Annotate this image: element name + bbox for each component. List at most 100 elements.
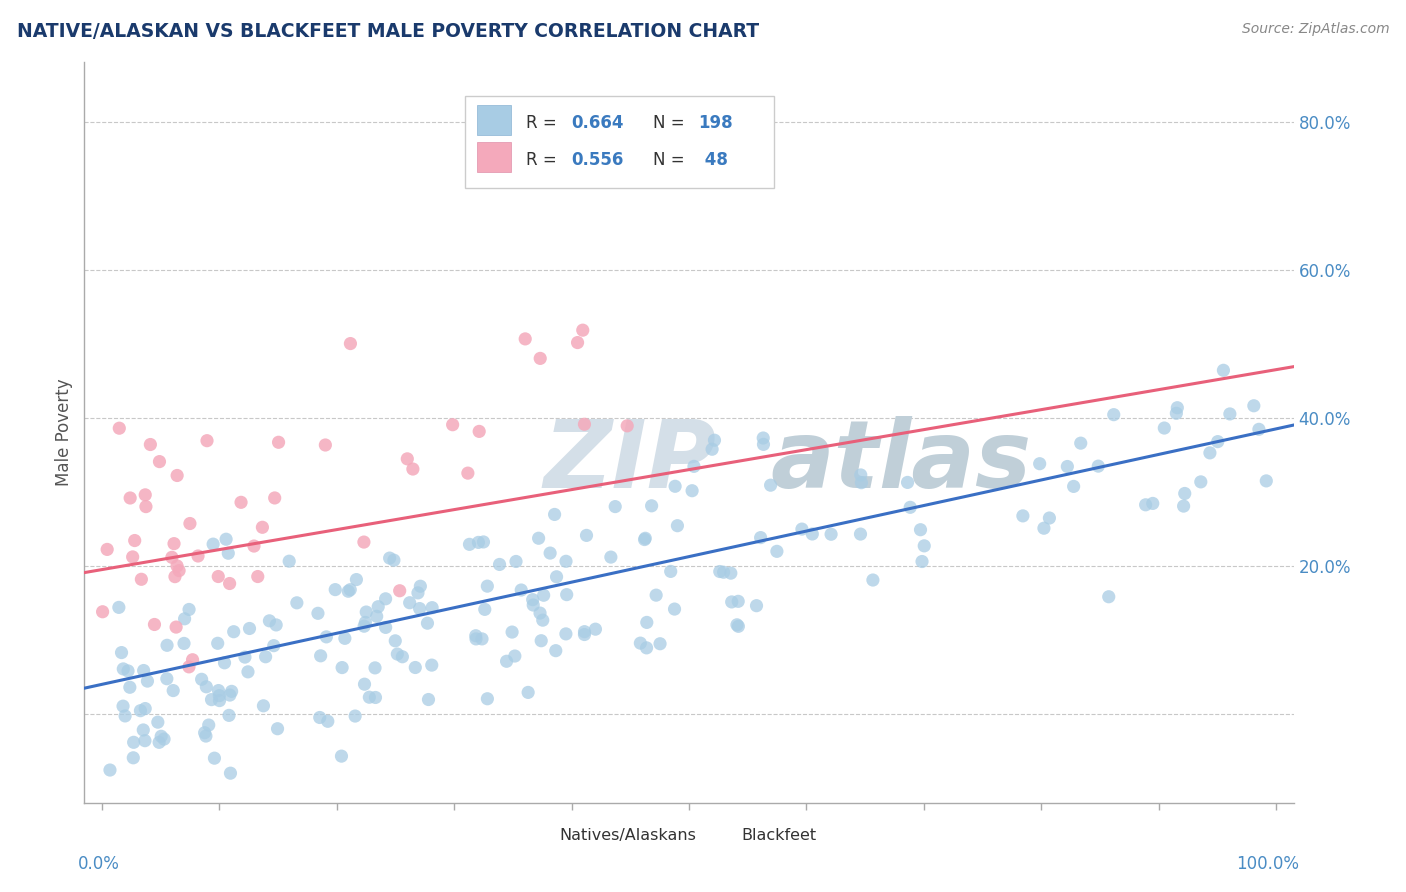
Point <box>420 658 443 673</box>
Point <box>112 662 135 676</box>
Point <box>308 710 330 724</box>
Point <box>382 553 405 567</box>
Point <box>208 689 231 703</box>
Point <box>636 640 658 655</box>
Text: 0.664: 0.664 <box>572 114 624 132</box>
Point <box>353 619 375 633</box>
Point <box>567 335 589 350</box>
Point <box>229 495 252 509</box>
Point <box>134 488 156 502</box>
Point <box>546 570 568 584</box>
Point <box>333 632 356 646</box>
Point <box>664 479 686 493</box>
Point <box>314 438 336 452</box>
Point <box>218 708 240 723</box>
Point <box>215 533 238 547</box>
Point <box>790 522 813 536</box>
Point <box>162 683 184 698</box>
Point <box>530 633 553 648</box>
Point <box>1199 446 1222 460</box>
Point <box>700 442 723 457</box>
Point <box>108 600 131 615</box>
Point <box>259 614 281 628</box>
Point <box>1166 406 1188 420</box>
Point <box>628 636 651 650</box>
Point <box>571 323 593 337</box>
Point <box>543 508 565 522</box>
Point <box>217 546 239 560</box>
Point <box>135 500 157 514</box>
Point <box>387 647 409 661</box>
Point <box>91 605 114 619</box>
Text: 198: 198 <box>699 114 734 132</box>
Text: 100.0%: 100.0% <box>1236 855 1299 872</box>
Text: Source: ZipAtlas.com: Source: ZipAtlas.com <box>1241 22 1389 37</box>
Bar <box>478 143 512 172</box>
Point <box>749 531 772 545</box>
Point <box>359 690 381 705</box>
Point <box>503 648 526 663</box>
Point <box>150 729 173 743</box>
Point <box>1070 436 1092 450</box>
Point <box>531 613 554 627</box>
Point <box>122 751 145 765</box>
Text: 0.556: 0.556 <box>572 152 624 169</box>
Point <box>134 733 156 747</box>
Point <box>148 454 170 468</box>
Point <box>307 607 329 621</box>
Point <box>339 582 361 597</box>
Point <box>555 554 578 568</box>
Point <box>122 735 145 749</box>
Point <box>1098 590 1121 604</box>
Point <box>366 609 388 624</box>
Point <box>1247 422 1270 436</box>
Point <box>374 591 396 606</box>
Point <box>912 539 935 553</box>
Point <box>266 722 288 736</box>
Point <box>208 693 231 707</box>
Point <box>214 656 236 670</box>
Bar <box>526 828 553 856</box>
Point <box>374 620 396 634</box>
Point <box>207 636 229 650</box>
Point <box>468 425 491 439</box>
Point <box>544 643 567 657</box>
Point <box>1212 363 1234 377</box>
Point <box>575 528 598 542</box>
Point <box>108 421 131 435</box>
Point <box>1166 401 1188 415</box>
Point <box>1219 407 1241 421</box>
Point <box>522 598 544 612</box>
Point <box>197 718 219 732</box>
Point <box>129 704 152 718</box>
Point <box>634 531 657 545</box>
Text: atlas: atlas <box>770 417 1031 508</box>
Point <box>766 544 789 558</box>
Point <box>533 588 555 602</box>
Point <box>254 649 277 664</box>
Point <box>388 583 411 598</box>
Point <box>339 336 361 351</box>
Point <box>474 602 496 616</box>
Point <box>1256 474 1278 488</box>
Point <box>720 566 742 581</box>
Point <box>236 665 259 679</box>
Point <box>517 685 540 699</box>
Point <box>160 550 183 565</box>
Point <box>330 660 353 674</box>
Point <box>555 588 578 602</box>
Point <box>252 520 274 534</box>
Point <box>278 554 301 568</box>
Point <box>163 536 186 550</box>
Point <box>1028 457 1050 471</box>
Text: R =: R = <box>526 114 562 132</box>
Point <box>344 709 367 723</box>
Point <box>645 588 668 602</box>
Bar <box>478 105 512 135</box>
Point <box>233 650 256 665</box>
Point <box>527 531 550 545</box>
Point <box>501 625 523 640</box>
Point <box>316 714 339 729</box>
Point <box>1243 399 1265 413</box>
Point <box>218 576 240 591</box>
